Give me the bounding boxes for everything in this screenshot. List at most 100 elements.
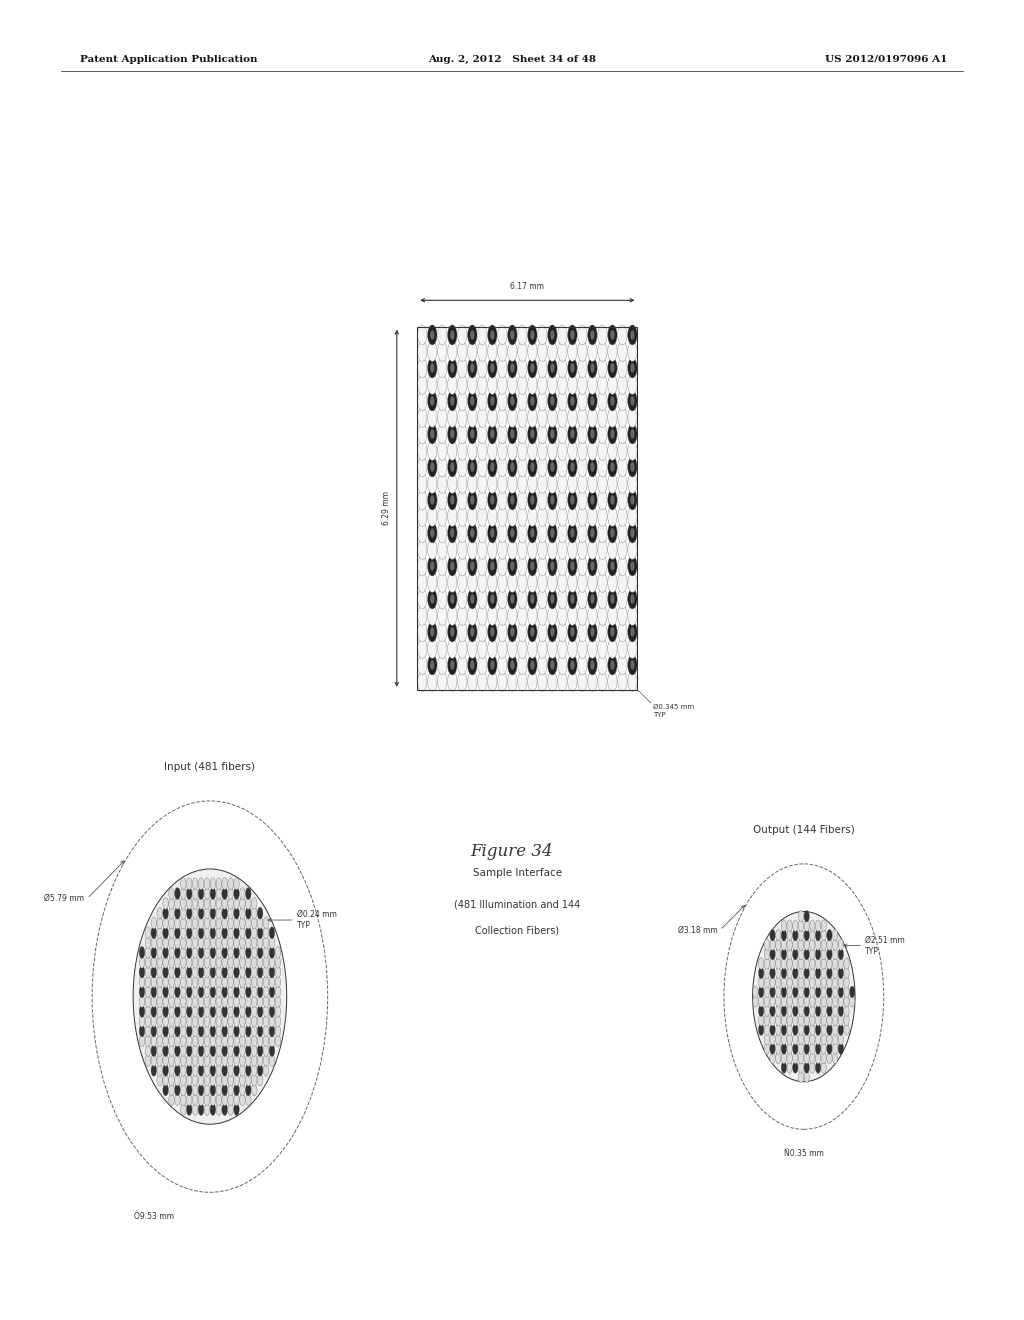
Ellipse shape [204, 1044, 210, 1056]
Ellipse shape [527, 358, 537, 378]
Ellipse shape [815, 1061, 821, 1073]
Ellipse shape [458, 457, 467, 477]
Ellipse shape [233, 956, 240, 968]
Ellipse shape [240, 937, 245, 949]
Ellipse shape [567, 408, 578, 428]
Ellipse shape [151, 966, 157, 978]
Ellipse shape [838, 939, 844, 950]
Ellipse shape [833, 1015, 838, 1026]
Ellipse shape [257, 956, 263, 968]
Ellipse shape [428, 540, 437, 560]
Ellipse shape [578, 507, 587, 527]
Ellipse shape [151, 1015, 157, 1027]
Ellipse shape [810, 986, 815, 998]
Ellipse shape [428, 391, 437, 411]
Ellipse shape [578, 622, 587, 642]
Ellipse shape [204, 907, 210, 919]
Ellipse shape [826, 939, 833, 950]
Ellipse shape [508, 457, 517, 477]
Ellipse shape [418, 457, 427, 477]
Ellipse shape [826, 1024, 833, 1035]
Ellipse shape [617, 408, 627, 428]
Ellipse shape [418, 408, 427, 428]
Ellipse shape [468, 342, 477, 362]
Ellipse shape [145, 1044, 151, 1056]
Ellipse shape [570, 660, 574, 671]
Ellipse shape [598, 424, 607, 444]
Ellipse shape [186, 1094, 193, 1106]
Ellipse shape [169, 995, 174, 1007]
Ellipse shape [477, 375, 487, 395]
Ellipse shape [764, 986, 770, 998]
Ellipse shape [263, 1055, 269, 1067]
Ellipse shape [204, 1055, 210, 1067]
Ellipse shape [815, 1034, 821, 1045]
Ellipse shape [598, 672, 607, 692]
Ellipse shape [210, 927, 216, 939]
Ellipse shape [548, 622, 557, 642]
Ellipse shape [437, 573, 447, 593]
Ellipse shape [246, 937, 251, 949]
Ellipse shape [518, 424, 527, 444]
Ellipse shape [233, 1044, 240, 1056]
Ellipse shape [199, 946, 204, 958]
Ellipse shape [180, 1026, 186, 1038]
Ellipse shape [550, 528, 555, 539]
Ellipse shape [598, 391, 607, 411]
Ellipse shape [510, 363, 515, 374]
Ellipse shape [558, 507, 567, 527]
Ellipse shape [447, 325, 457, 345]
Ellipse shape [578, 342, 587, 362]
Ellipse shape [227, 907, 233, 919]
Ellipse shape [508, 408, 517, 428]
Ellipse shape [437, 606, 447, 626]
Ellipse shape [558, 672, 567, 692]
Ellipse shape [833, 1005, 838, 1016]
Ellipse shape [252, 1064, 257, 1076]
Ellipse shape [527, 325, 537, 345]
Ellipse shape [169, 1044, 174, 1056]
Ellipse shape [252, 1006, 257, 1018]
Ellipse shape [826, 1005, 833, 1016]
Ellipse shape [269, 946, 274, 958]
Ellipse shape [210, 1094, 216, 1106]
Ellipse shape [468, 375, 477, 395]
Ellipse shape [145, 1035, 151, 1047]
Ellipse shape [193, 1104, 198, 1115]
Ellipse shape [468, 408, 477, 428]
Ellipse shape [821, 958, 826, 969]
Ellipse shape [510, 462, 515, 473]
Ellipse shape [252, 995, 257, 1007]
Ellipse shape [275, 966, 281, 978]
Ellipse shape [275, 956, 281, 968]
Ellipse shape [498, 424, 507, 444]
Ellipse shape [498, 474, 507, 494]
Ellipse shape [538, 391, 547, 411]
Ellipse shape [628, 342, 637, 362]
Ellipse shape [770, 929, 775, 941]
Ellipse shape [833, 1034, 838, 1045]
Ellipse shape [470, 627, 475, 638]
Ellipse shape [786, 1061, 793, 1073]
Ellipse shape [527, 672, 537, 692]
Ellipse shape [477, 540, 487, 560]
Ellipse shape [630, 561, 635, 572]
Ellipse shape [550, 429, 555, 440]
Ellipse shape [598, 606, 607, 626]
Ellipse shape [799, 1005, 804, 1016]
Ellipse shape [775, 939, 781, 950]
Ellipse shape [193, 1094, 198, 1106]
Ellipse shape [607, 358, 617, 378]
Ellipse shape [222, 1026, 227, 1038]
Ellipse shape [558, 589, 567, 609]
Ellipse shape [786, 929, 793, 941]
Ellipse shape [598, 358, 607, 378]
Ellipse shape [216, 937, 221, 949]
Ellipse shape [775, 948, 781, 960]
Ellipse shape [770, 1052, 775, 1064]
Ellipse shape [227, 898, 233, 909]
Ellipse shape [617, 490, 627, 510]
Ellipse shape [799, 1024, 804, 1035]
Ellipse shape [530, 363, 535, 374]
Ellipse shape [447, 474, 457, 494]
